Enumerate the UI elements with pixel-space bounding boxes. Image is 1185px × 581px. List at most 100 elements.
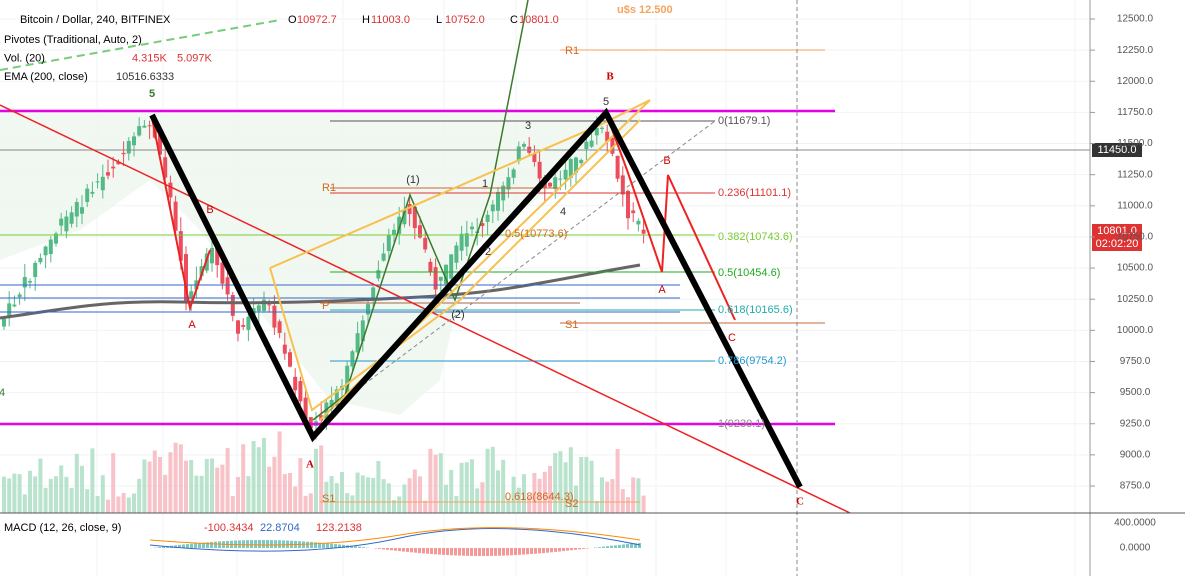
candle (496, 192, 500, 211)
macd-bar (522, 548, 525, 555)
volume-bar (558, 451, 562, 513)
volume-bar (382, 479, 386, 513)
candle (132, 136, 136, 145)
pivot-label: R1 (322, 182, 336, 194)
volume-bar (298, 458, 302, 513)
candle (23, 277, 27, 287)
volume-bar (314, 449, 318, 513)
candle (470, 227, 474, 230)
price-tick-label: 9500.0 (1120, 387, 1151, 398)
volume-bar (252, 441, 256, 513)
macd-bar (434, 548, 437, 554)
volume-bar (579, 457, 583, 513)
macd-bar (214, 542, 217, 548)
indicator-value: 4.315K (132, 52, 168, 64)
macd-bar (466, 548, 469, 556)
wave-label: B (206, 204, 213, 216)
volume-bar (231, 496, 235, 513)
candle (236, 320, 240, 333)
volume-bar (402, 484, 406, 513)
pivot-label: S1 (322, 493, 335, 505)
candle (137, 126, 141, 135)
macd-bar (462, 548, 465, 556)
volume-bar (49, 479, 53, 513)
price-tick-label: 9750.0 (1120, 356, 1151, 367)
macd-bar (490, 548, 493, 556)
volume-bar (137, 479, 141, 513)
macd-bar (570, 548, 573, 550)
candle (226, 277, 230, 294)
volume-bar (85, 489, 89, 513)
macd-bar (606, 546, 609, 548)
volume-bar (236, 477, 240, 513)
macd-bar (414, 548, 417, 553)
candle (491, 205, 495, 212)
macd-bar (194, 543, 197, 548)
macd-bar (254, 540, 257, 548)
candle (101, 177, 105, 190)
price-tick-label: 11250.0 (1117, 169, 1153, 180)
volume-bar (361, 475, 365, 513)
volume-bar (636, 478, 640, 513)
ohlc-value: 10801.0 (519, 14, 559, 26)
candle (439, 277, 443, 281)
macd-value: 123.2138 (316, 522, 362, 534)
volume-bar (194, 476, 198, 513)
candle (382, 253, 386, 260)
pivot-label: S1 (565, 319, 578, 331)
candle (636, 221, 640, 225)
candle (558, 179, 562, 180)
candle (288, 352, 292, 366)
volume-bar (423, 501, 427, 513)
macd-bar (582, 548, 585, 549)
candle (59, 219, 63, 226)
macd-bar (218, 541, 221, 548)
macd-bar (326, 543, 329, 548)
macd-bar (550, 548, 553, 552)
volume-bar (345, 493, 349, 513)
volume-bar (44, 488, 48, 513)
candle (631, 210, 635, 213)
macd-bar (330, 544, 333, 548)
volume-bar (486, 449, 490, 513)
wave-label: (1) (406, 174, 419, 186)
wave-label: B (663, 155, 670, 167)
macd-bar (514, 548, 517, 555)
volume-bar (75, 454, 79, 513)
indicator-name: EMA (200, close) (4, 71, 88, 83)
macd-bar (266, 540, 269, 548)
volume-bar (356, 473, 360, 513)
macd-bar (518, 548, 521, 555)
fib-label: 0.236(11101.1) (718, 187, 791, 199)
macd-bar (398, 548, 401, 551)
macd-bar (470, 548, 473, 556)
volume-bar (475, 488, 479, 513)
volume-bar (439, 453, 443, 513)
macd-bar (554, 548, 557, 552)
wave-label: (2) (451, 309, 464, 321)
indicator-name: Vol. (20) (4, 52, 45, 64)
symbol: Bitcoin / Dollar, 240, BITFINEX (20, 14, 171, 26)
volume-bar (631, 477, 635, 513)
candle (80, 207, 84, 214)
annotation: u$s 12.500 (617, 4, 673, 16)
volume-bar (465, 462, 469, 513)
volume-bar (371, 478, 375, 513)
volume-bar (283, 474, 287, 513)
price-tick-label: 9000.0 (1120, 450, 1151, 461)
volume-bar (148, 462, 152, 513)
volume-bar (350, 495, 354, 513)
macd-bar (562, 548, 565, 551)
volume-bar (122, 493, 126, 513)
wave-label: 4 (0, 387, 5, 399)
candle (423, 238, 427, 250)
price-tick-label: 8750.0 (1120, 481, 1151, 492)
candle (616, 156, 620, 179)
candle (267, 304, 271, 305)
wave-label: A (188, 319, 196, 331)
volume-bar (272, 457, 276, 513)
candle (90, 192, 94, 194)
candle (486, 215, 490, 222)
candle (538, 162, 542, 179)
